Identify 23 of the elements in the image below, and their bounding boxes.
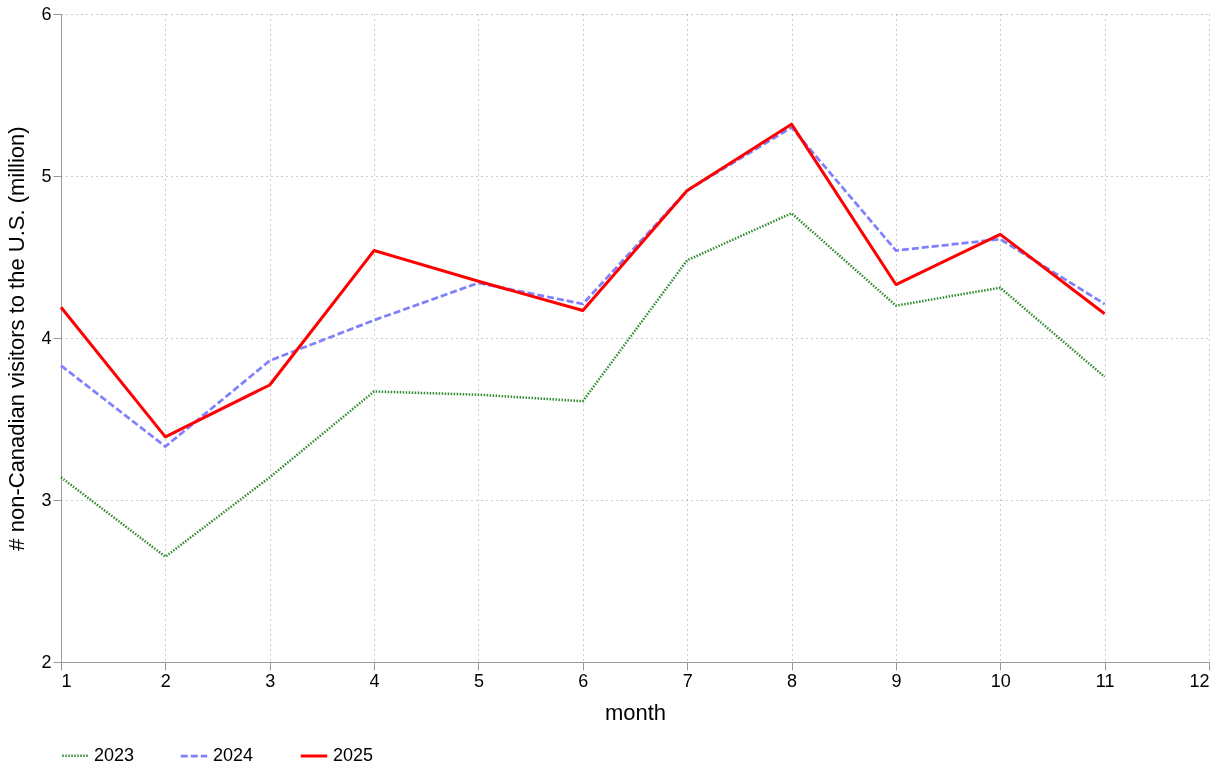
legend-label: 2025 bbox=[333, 745, 374, 765]
x-tick-label: 5 bbox=[473, 670, 484, 691]
x-tick-label: 9 bbox=[891, 670, 902, 691]
x-tick-label: 8 bbox=[787, 670, 798, 691]
x-tick-label: 12 bbox=[1189, 670, 1210, 691]
x-tick-label: 1 bbox=[61, 670, 72, 691]
y-tick-label: 5 bbox=[41, 165, 52, 186]
x-axis-title: month bbox=[604, 699, 667, 725]
line-series bbox=[59, 212, 1106, 558]
x-tick-label: 6 bbox=[578, 670, 589, 691]
y-tick-label: 3 bbox=[41, 489, 52, 510]
y-tick-label: 2 bbox=[41, 651, 52, 672]
x-tick-label: 2 bbox=[160, 670, 171, 691]
x-tick-label: 11 bbox=[1095, 670, 1115, 691]
y-tick-label: 4 bbox=[41, 327, 52, 348]
y-tick-label: 6 bbox=[41, 3, 52, 24]
x-tick-label: 7 bbox=[682, 670, 693, 691]
legend-label: 2024 bbox=[213, 745, 254, 765]
x-tick-label: 3 bbox=[265, 670, 276, 691]
x-tick-label: 4 bbox=[369, 670, 380, 691]
legend-label: 2023 bbox=[94, 744, 135, 765]
y-axis-title: # non-Canadian visitors to the U.S. (million) bbox=[4, 126, 30, 551]
x-tick-label: 10 bbox=[990, 670, 1011, 691]
